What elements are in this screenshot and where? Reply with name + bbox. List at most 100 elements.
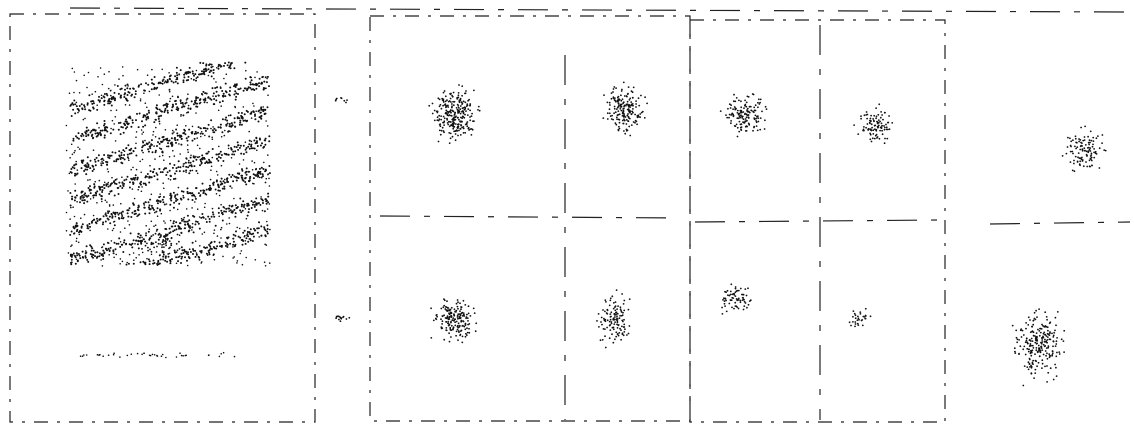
dot (94, 129, 97, 132)
dot (219, 156, 222, 159)
dot (235, 146, 238, 149)
dot (264, 181, 267, 184)
dot (210, 161, 213, 164)
dot (231, 187, 233, 189)
dot (430, 337, 433, 339)
dot (112, 353, 115, 356)
dot (152, 208, 155, 211)
dot (263, 210, 266, 213)
dot (115, 253, 117, 256)
dot (187, 253, 190, 256)
dot (157, 141, 159, 144)
dot (98, 218, 101, 221)
dot (212, 103, 215, 106)
dot (1027, 324, 1030, 326)
dot (464, 324, 467, 327)
dot (723, 302, 726, 305)
dot (240, 205, 243, 208)
dot (142, 131, 145, 133)
dot (1088, 159, 1091, 162)
dot (190, 77, 193, 80)
dot (223, 185, 226, 188)
dot (245, 170, 248, 173)
dot (1040, 341, 1042, 344)
dot (256, 71, 258, 73)
dot (180, 115, 182, 117)
dot (1047, 329, 1049, 332)
dot (187, 148, 189, 151)
dot (233, 197, 235, 200)
dot (237, 144, 240, 147)
dot (103, 124, 105, 127)
dot (172, 191, 175, 194)
dot (123, 239, 126, 242)
dot (732, 108, 734, 110)
dot (129, 117, 132, 120)
dot (620, 314, 623, 317)
dot (229, 185, 232, 188)
dot (191, 132, 193, 135)
dot (612, 302, 615, 304)
dot (448, 125, 451, 128)
dot (117, 128, 120, 131)
dot (182, 165, 185, 168)
dot (199, 61, 202, 64)
dot (872, 118, 874, 120)
dot (263, 226, 266, 229)
dot (101, 246, 104, 248)
dot (256, 173, 259, 176)
dot (204, 127, 207, 130)
dot (252, 102, 254, 105)
dot (630, 124, 633, 126)
dot (459, 313, 462, 316)
dot (128, 91, 131, 94)
dot (439, 103, 442, 106)
dot (180, 143, 183, 146)
dot (604, 346, 607, 349)
dot (126, 153, 129, 156)
dot (219, 64, 222, 67)
dot (445, 321, 448, 323)
dot (131, 188, 134, 190)
dot (218, 241, 221, 244)
dot (1015, 329, 1018, 332)
dot (226, 119, 229, 122)
dot (211, 211, 214, 214)
dot (135, 131, 138, 133)
dot (74, 112, 77, 115)
dot (177, 260, 179, 263)
dot (335, 317, 337, 320)
dot (175, 66, 178, 69)
dot (90, 245, 93, 248)
dot (250, 233, 253, 236)
dot (867, 128, 869, 131)
dot (248, 231, 251, 234)
dot (891, 122, 894, 124)
dot (219, 150, 222, 153)
dot (141, 146, 144, 149)
dot (227, 180, 229, 183)
dot (191, 222, 194, 225)
dot (725, 299, 727, 302)
dot (137, 239, 140, 242)
dot (728, 103, 731, 106)
dot (464, 322, 467, 325)
dot (109, 222, 112, 225)
dot (196, 96, 199, 99)
dot (620, 338, 622, 341)
dot (1069, 150, 1072, 153)
dot (165, 244, 168, 247)
dot (224, 244, 227, 247)
dot (1087, 135, 1089, 138)
dot (456, 103, 459, 106)
dot (149, 248, 151, 251)
dot (752, 111, 755, 114)
dot (454, 123, 457, 125)
dot (177, 95, 179, 98)
dot (1098, 167, 1101, 169)
dot (232, 237, 235, 240)
dot (180, 102, 182, 105)
dot (73, 151, 75, 154)
dot (192, 72, 194, 75)
dot (97, 154, 100, 157)
